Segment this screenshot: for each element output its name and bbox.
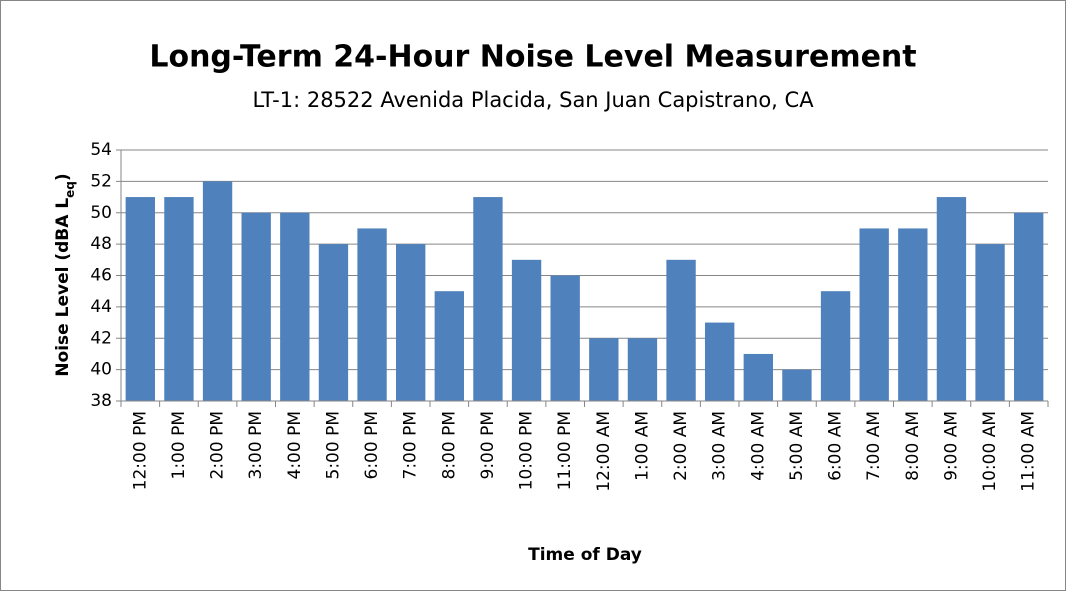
x-tick-label: 12:00 AM xyxy=(594,411,614,492)
bar xyxy=(202,181,233,401)
bar xyxy=(318,244,349,401)
y-axis-title-part: ) xyxy=(53,173,73,181)
chart-title: Long-Term 24-Hour Noise Level Measuremen… xyxy=(149,40,916,75)
bar xyxy=(550,275,580,401)
x-tick-label: 11:00 PM xyxy=(555,411,575,490)
bar xyxy=(936,197,967,401)
bar xyxy=(705,322,735,401)
bar xyxy=(357,228,387,401)
y-tick-label: 46 xyxy=(90,266,112,286)
y-tick-label: 48 xyxy=(90,234,112,254)
bar xyxy=(396,244,426,401)
bar xyxy=(125,197,155,401)
x-tick-label: 7:00 PM xyxy=(401,411,421,480)
bar xyxy=(898,228,928,401)
bar xyxy=(241,212,271,401)
y-tick-label: 52 xyxy=(90,171,112,191)
x-tick-label: 10:00 AM xyxy=(980,411,1000,492)
bar xyxy=(782,369,812,401)
y-tick-label: 38 xyxy=(90,391,112,411)
x-tick-label: 8:00 PM xyxy=(439,411,459,480)
x-tick-label: 3:00 PM xyxy=(246,411,266,480)
bar xyxy=(666,259,696,401)
bar xyxy=(511,259,542,401)
x-tick-label: 6:00 PM xyxy=(362,411,382,480)
y-axis-title: Noise Level (dBA Leq) xyxy=(53,173,77,376)
x-tick-label: 11:00 AM xyxy=(1019,411,1039,492)
x-tick-label: 12:00 PM xyxy=(130,411,150,490)
x-tick-label: 8:00 AM xyxy=(903,411,923,481)
y-tick-label: 42 xyxy=(90,328,112,348)
x-tick-label: 6:00 AM xyxy=(826,411,846,481)
y-axis-title-subscript: eq xyxy=(63,181,77,198)
x-tick-label: 10:00 PM xyxy=(517,411,537,490)
y-axis-title-part: Noise Level (dBA L xyxy=(53,198,73,377)
x-tick-label: 4:00 AM xyxy=(748,411,768,481)
bar xyxy=(859,228,889,401)
bar xyxy=(473,197,503,401)
y-tick-label: 54 xyxy=(90,140,112,160)
x-axis-title: Time of Day xyxy=(528,545,642,565)
x-tick-label: 5:00 PM xyxy=(323,411,343,480)
x-tick-label: 2:00 AM xyxy=(671,411,691,481)
bar xyxy=(434,291,464,401)
x-tick-label: 9:00 PM xyxy=(478,411,498,480)
bar xyxy=(280,212,310,401)
y-tick-label: 44 xyxy=(90,297,112,317)
x-tick-label: 9:00 AM xyxy=(941,411,961,481)
y-tick-label: 50 xyxy=(90,203,112,223)
x-tick-label: 2:00 PM xyxy=(208,411,228,480)
x-tick-label: 1:00 AM xyxy=(632,411,652,481)
x-tick-label: 3:00 AM xyxy=(710,411,730,481)
bar xyxy=(164,197,194,401)
x-tick-label: 4:00 PM xyxy=(285,411,305,480)
bar xyxy=(627,338,658,401)
bar xyxy=(743,353,773,401)
bar xyxy=(975,244,1005,401)
bar xyxy=(1014,212,1044,401)
bar xyxy=(589,338,619,401)
y-tick-label: 40 xyxy=(90,360,112,380)
x-tick-label: 7:00 AM xyxy=(864,411,884,481)
x-tick-label: 5:00 AM xyxy=(787,411,807,481)
bar xyxy=(820,291,851,401)
x-tick-label: 1:00 PM xyxy=(169,411,189,480)
chart-subtitle: LT-1: 28522 Avenida Placida, San Juan Ca… xyxy=(252,88,814,112)
